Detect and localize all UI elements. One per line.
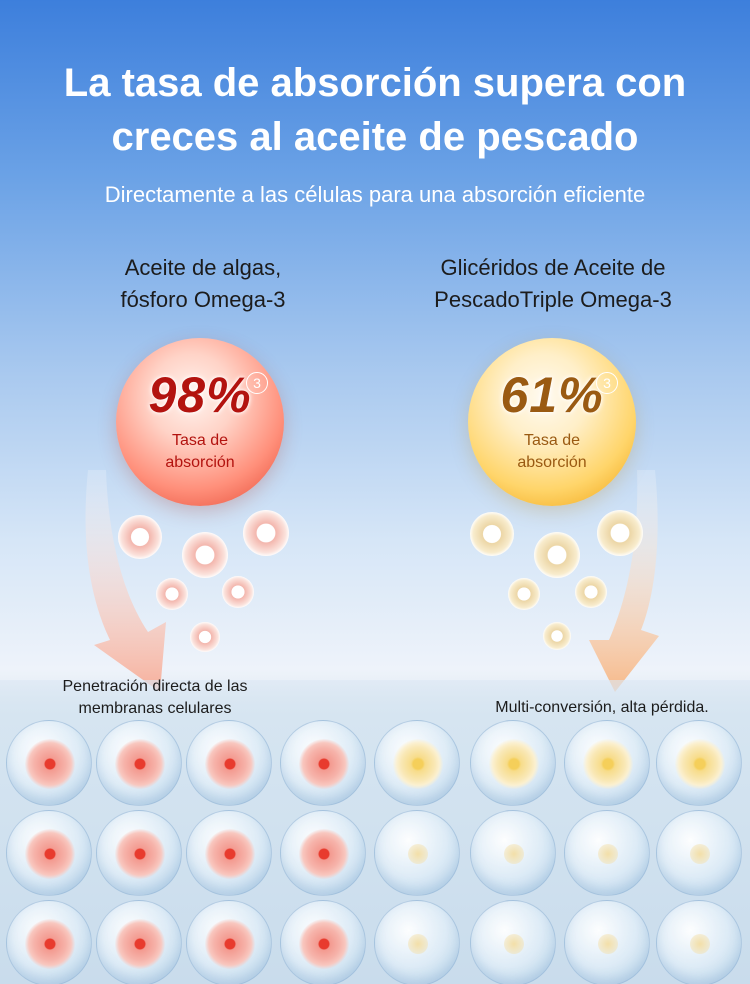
molecule-icon [222, 576, 254, 608]
molecule-icon [470, 512, 514, 556]
fish-oil-caption-line-1: Multi-conversión, alta pérdida. [495, 699, 709, 716]
cell-icon [186, 900, 272, 984]
algae-caption: Penetración directa de las membranas cel… [40, 676, 270, 720]
cell-layer [0, 680, 750, 984]
molecule-icon [543, 622, 571, 650]
molecule-icon [575, 576, 607, 608]
cell-icon [186, 810, 272, 896]
arrow-down-left-icon [85, 470, 166, 692]
cell-icon [186, 720, 272, 806]
cell-icon [470, 900, 556, 984]
cell-icon [96, 810, 182, 896]
fish-oil-absorption-label-line-2: absorción [517, 454, 587, 471]
cell-icon [374, 720, 460, 806]
algae-oil-label: Aceite de algas, fósforo Omega-3 [38, 252, 368, 316]
cell-icon [280, 900, 366, 984]
headline: La tasa de absorción supera con creces a… [0, 56, 750, 164]
algae-absorption-label-line-2: absorción [165, 454, 235, 471]
cell-icon [6, 810, 92, 896]
cell-icon [6, 900, 92, 984]
cell-icon [470, 810, 556, 896]
fish-oil-label: Glicéridos de Aceite de PescadoTriple Om… [388, 252, 718, 316]
molecule-icon [534, 532, 580, 578]
cell-icon [470, 720, 556, 806]
molecule-icon [508, 578, 540, 610]
cell-icon [96, 720, 182, 806]
molecule-icon [118, 515, 162, 559]
headline-line-1: La tasa de absorción supera con [63, 61, 687, 105]
algae-oil-label-line-1: Aceite de algas, [124, 255, 282, 280]
molecule-icon [182, 532, 228, 578]
cell-icon [656, 810, 742, 896]
algae-caption-line-1: Penetración directa de las [62, 678, 248, 695]
cell-icon [564, 900, 650, 984]
algae-absorption-label-line-1: Tasa de [171, 432, 229, 449]
subheadline: Directamente a las células para una abso… [104, 182, 646, 207]
algae-absorption-rate: 98% [148, 367, 252, 423]
cell-icon [374, 900, 460, 984]
fish-oil-absorption-label: Tasa de absorción [468, 430, 636, 474]
cell-icon [280, 720, 366, 806]
algae-absorption-badge: 98% 3 Tasa de absorción [116, 338, 284, 506]
cell-icon [280, 810, 366, 896]
fish-oil-caption: Multi-conversión, alta pérdida. [472, 697, 732, 719]
cell-icon [656, 720, 742, 806]
fish-oil-absorption-rate: 61% [500, 367, 604, 423]
headline-line-2: creces al aceite de pescado [111, 115, 639, 159]
footnote-marker: 3 [246, 372, 268, 394]
fish-oil-label-line-1: Glicéridos de Aceite de [440, 255, 666, 280]
cell-icon [564, 810, 650, 896]
algae-oil-label-line-2: fósforo Omega-3 [120, 287, 286, 312]
cell-icon [656, 900, 742, 984]
molecule-icon [190, 622, 220, 652]
cell-icon [96, 900, 182, 984]
fish-oil-absorption-badge: 61% 3 Tasa de absorción [468, 338, 636, 506]
cell-icon [374, 810, 460, 896]
algae-caption-line-2: membranas celulares [78, 700, 232, 717]
molecule-icon [156, 578, 188, 610]
cell-icon [6, 720, 92, 806]
cell-icon [564, 720, 650, 806]
algae-absorption-label: Tasa de absorción [116, 430, 284, 474]
fish-oil-label-line-2: PescadoTriple Omega-3 [434, 287, 672, 312]
fish-oil-absorption-label-line-1: Tasa de [523, 432, 581, 449]
molecule-icon [243, 510, 289, 556]
molecule-icon [597, 510, 643, 556]
footnote-marker: 3 [596, 372, 618, 394]
